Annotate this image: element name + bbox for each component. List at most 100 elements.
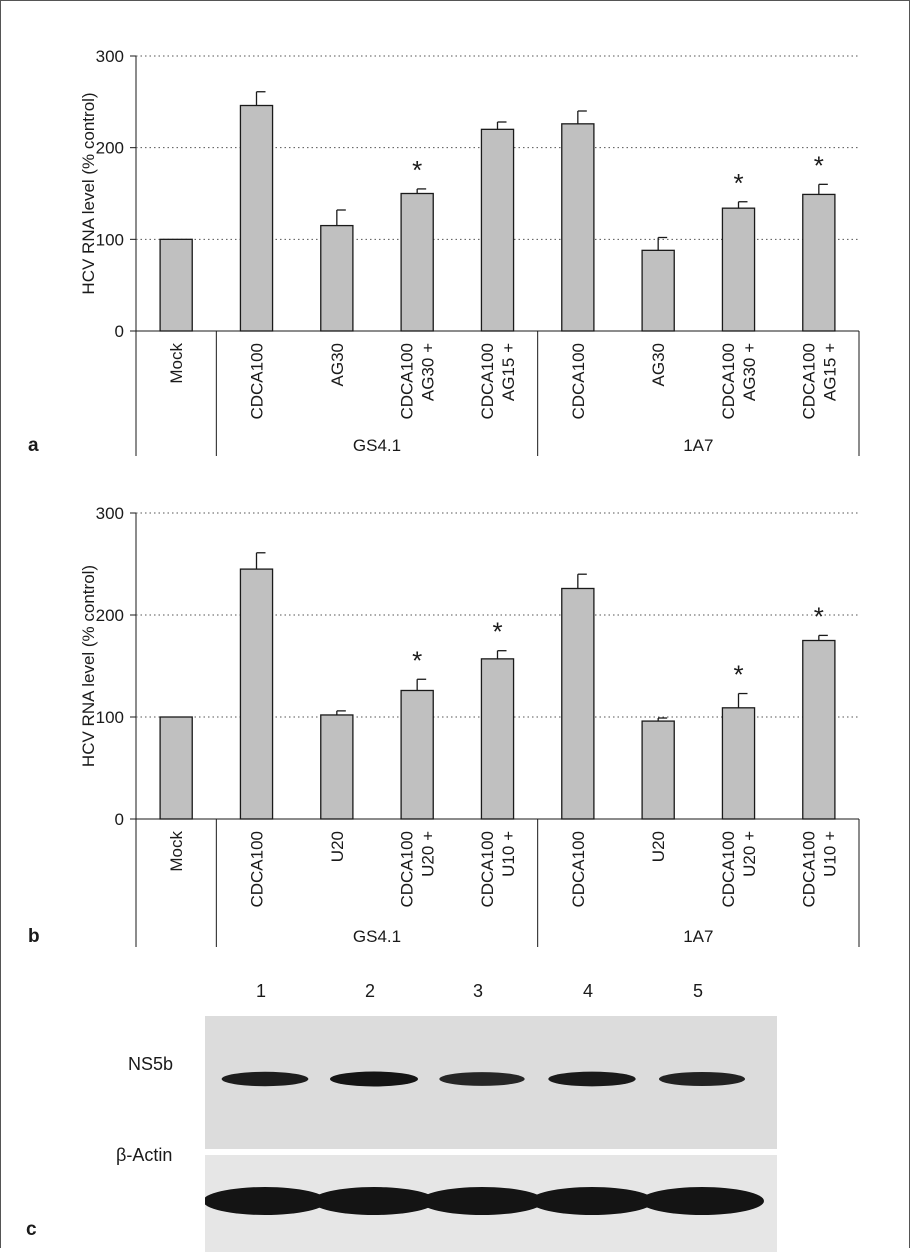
category-label: AG30 xyxy=(649,343,668,386)
category-label: Mock xyxy=(167,343,186,384)
y-tick-label: 0 xyxy=(115,810,124,829)
bar-chart-panel-b: 0 100 200 300 HCV RNA level (% control) Mock C… xyxy=(28,504,860,947)
panel-letter-c: c xyxy=(26,1219,37,1240)
bar xyxy=(159,716,193,820)
bar xyxy=(320,714,354,820)
lane-number: 1 xyxy=(256,981,267,1001)
category-label: U20 +CDCA100 xyxy=(719,831,759,908)
bar xyxy=(400,689,434,820)
category-label: AG30 +CDCA100 xyxy=(398,343,438,420)
bar xyxy=(561,123,595,332)
category-label-line: CDCA100 xyxy=(478,831,497,908)
panel-letter: a xyxy=(28,435,39,456)
category-label-line: U20 + xyxy=(740,831,759,877)
significance-star: * xyxy=(733,168,743,198)
bar xyxy=(480,128,515,332)
ns5b-band xyxy=(330,1071,418,1087)
category-label-line: CDCA100 xyxy=(799,831,818,908)
category-label: AG30 xyxy=(328,343,347,386)
y-tick-label: 0 xyxy=(115,322,124,341)
y-axis-title: HCV RNA level (% control) xyxy=(79,92,98,294)
panel-letter: b xyxy=(28,926,40,947)
category-label-line: CDCA100 xyxy=(569,831,588,908)
bar xyxy=(802,193,836,332)
lane-number: 5 xyxy=(693,981,704,1001)
category-label: U20 +CDCA100 xyxy=(398,831,438,908)
significance-star: * xyxy=(412,645,422,675)
category-label-line: CDCA100 xyxy=(398,343,417,420)
actin-band xyxy=(205,1187,327,1215)
ns5b-band xyxy=(221,1071,309,1087)
western-blot-panel-c: 1 2 3 4 5 NS5b β-Actin c xyxy=(1,981,911,1252)
category-label-line: Mock xyxy=(167,831,186,872)
bar xyxy=(239,104,274,332)
bar xyxy=(721,707,756,820)
bar xyxy=(721,207,756,332)
y-tick-label: 200 xyxy=(96,606,124,625)
bar xyxy=(802,639,836,820)
y-tick-label: 100 xyxy=(96,230,124,249)
group-label: 1A7 xyxy=(683,927,713,946)
category-label-line: CDCA100 xyxy=(569,343,588,420)
category-label: CDCA100 xyxy=(569,343,588,420)
category-label-line: U10 + xyxy=(499,831,518,877)
category-label-line: U20 xyxy=(328,831,347,862)
group-label: GS4.1 xyxy=(353,927,401,946)
bar xyxy=(641,720,675,820)
significance-star: * xyxy=(814,150,824,180)
category-label: U20 xyxy=(649,831,668,862)
lane-number: 3 xyxy=(473,981,484,1001)
bar xyxy=(159,238,193,332)
ns5b-band xyxy=(439,1072,525,1086)
category-label-line: CDCA100 xyxy=(398,831,417,908)
category-label-line: AG30 xyxy=(328,343,347,386)
category-label-line: U20 + xyxy=(419,831,438,877)
category-label-line: AG15 + xyxy=(820,343,839,401)
category-label: CDCA100 xyxy=(248,831,267,908)
category-label: Mock xyxy=(167,831,186,872)
significance-star: * xyxy=(814,601,824,631)
blot-row-label-actin: β-Actin xyxy=(116,1145,173,1165)
category-label: AG15 +CDCA100 xyxy=(478,343,518,420)
category-label: U10 +CDCA100 xyxy=(799,831,839,908)
category-label-line: CDCA100 xyxy=(799,343,818,420)
y-tick-label: 200 xyxy=(96,139,124,158)
category-label-line: AG30 + xyxy=(740,343,759,401)
category-label: CDCA100 xyxy=(248,343,267,420)
lane-number: 4 xyxy=(583,981,594,1001)
category-label-line: CDCA100 xyxy=(719,831,738,908)
category-label-line: U10 + xyxy=(820,831,839,877)
category-label-line: CDCA100 xyxy=(248,831,267,908)
blot-image xyxy=(205,1016,777,1252)
category-label-line: Mock xyxy=(167,343,186,384)
bar xyxy=(400,192,434,332)
actin-band xyxy=(640,1187,764,1215)
group-label: 1A7 xyxy=(683,436,713,455)
bar xyxy=(561,587,595,820)
category-label: AG30 +CDCA100 xyxy=(719,343,759,420)
significance-star: * xyxy=(733,660,743,690)
category-label: CDCA100 xyxy=(569,831,588,908)
category-label-line: AG30 + xyxy=(419,343,438,401)
bar xyxy=(480,658,515,820)
y-axis-title: HCV RNA level (% control) xyxy=(79,565,98,767)
bar xyxy=(320,224,354,332)
category-label-line: CDCA100 xyxy=(248,343,267,420)
actin-band xyxy=(312,1187,436,1215)
category-label: AG15 +CDCA100 xyxy=(799,343,839,420)
category-label-line: AG30 xyxy=(649,343,668,386)
ns5b-band xyxy=(548,1071,636,1087)
category-label-line: AG15 + xyxy=(499,343,518,401)
category-label-line: CDCA100 xyxy=(478,343,497,420)
y-tick-label: 100 xyxy=(96,708,124,727)
significance-star: * xyxy=(412,155,422,185)
blot-row-label-ns5b: NS5b xyxy=(128,1054,174,1074)
bar xyxy=(641,249,675,332)
category-label: U20 xyxy=(328,831,347,862)
significance-star: * xyxy=(492,617,502,647)
ns5b-band xyxy=(658,1071,746,1087)
category-label: U10 +CDCA100 xyxy=(478,831,518,908)
actin-band xyxy=(420,1187,544,1215)
group-label: GS4.1 xyxy=(353,436,401,455)
